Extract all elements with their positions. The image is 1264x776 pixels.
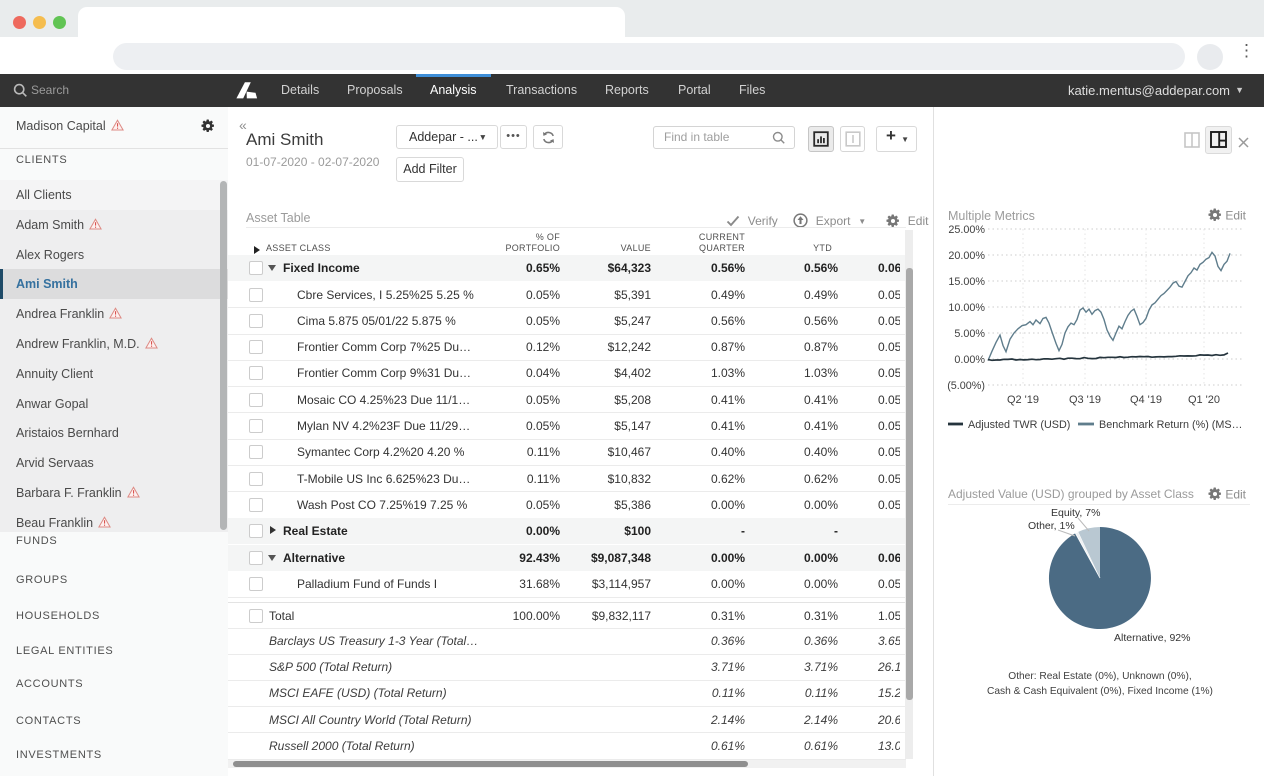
svg-text:Q2 '19: Q2 '19 (1007, 394, 1039, 406)
svg-text:0.00%: 0.00% (954, 354, 985, 366)
svg-text:Alternative, 92%: Alternative, 92% (1114, 632, 1190, 644)
svg-text:25.00%: 25.00% (948, 224, 985, 236)
svg-text:15.00%: 15.00% (948, 276, 985, 288)
svg-text:Q3 '19: Q3 '19 (1069, 394, 1101, 406)
svg-text:Q4 '19: Q4 '19 (1130, 394, 1162, 406)
svg-text:10.00%: 10.00% (948, 302, 985, 314)
svg-text:Other: Real Estate (0%), Unkno: Other: Real Estate (0%), Unknown (0%), (1008, 671, 1191, 682)
svg-text:Equity, 7%: Equity, 7% (1051, 507, 1100, 519)
svg-text:Benchmark Return (%) (MS…: Benchmark Return (%) (MS… (1099, 419, 1242, 431)
svg-text:Cash & Cash Equivalent (0%), F: Cash & Cash Equivalent (0%), Fixed Incom… (987, 686, 1213, 697)
svg-text:(5.00%): (5.00%) (947, 380, 985, 392)
svg-text:20.00%: 20.00% (948, 250, 985, 262)
svg-text:5.00%: 5.00% (954, 328, 985, 340)
svg-text:Adjusted TWR (USD): Adjusted TWR (USD) (968, 419, 1070, 431)
svg-text:Q1 '20: Q1 '20 (1188, 394, 1220, 406)
svg-text:Other, 1%: Other, 1% (1028, 520, 1075, 532)
